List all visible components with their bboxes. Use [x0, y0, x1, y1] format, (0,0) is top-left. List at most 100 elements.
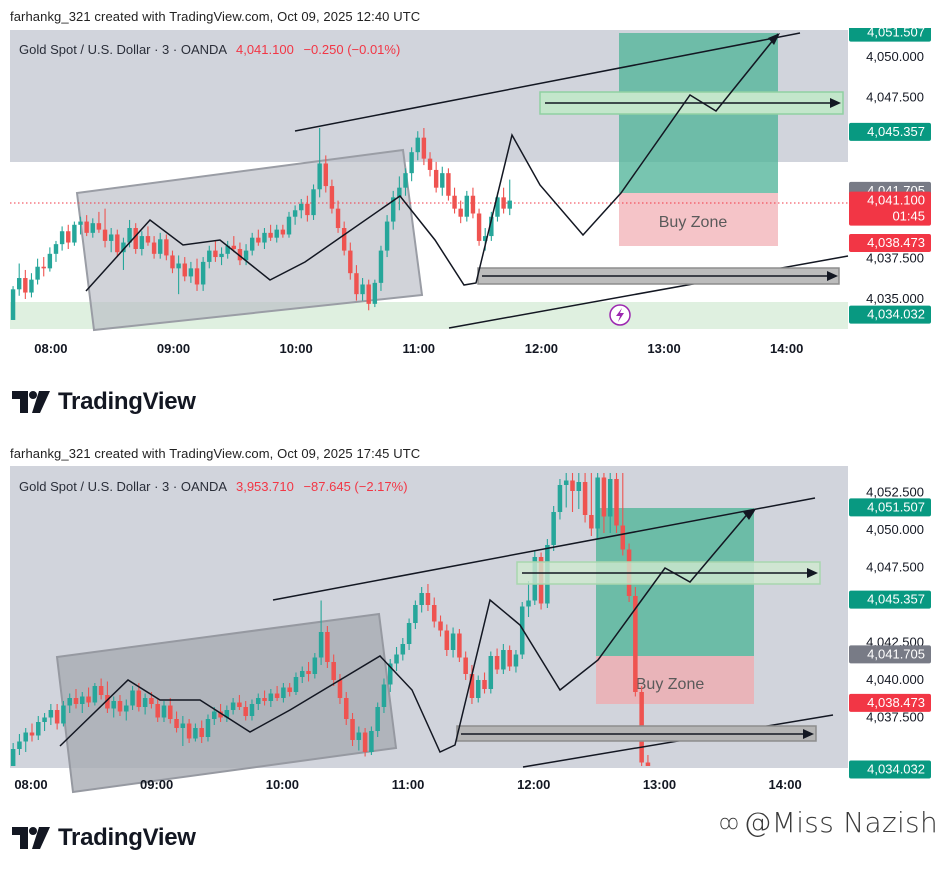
candle: [67, 693, 72, 713]
candlestick-chart[interactable]: Buy Zone Gold Spot / U.S. Dollar · 3 · O…: [0, 466, 948, 806]
candle: [29, 273, 34, 298]
tradingview-brand[interactable]: TradingView: [12, 824, 196, 852]
candle: [280, 224, 286, 238]
svg-text:4,051.507: 4,051.507: [867, 499, 925, 514]
candle: [199, 720, 204, 743]
candle: [464, 190, 470, 222]
candle: [200, 257, 206, 291]
candle: [130, 686, 135, 710]
candle: [188, 261, 194, 283]
candle: [230, 698, 236, 715]
candle: [205, 714, 211, 742]
candle: [607, 473, 613, 533]
candle: [403, 168, 408, 196]
candle: [268, 224, 273, 241]
price-axis[interactable]: 4,050.000 4,047.500 4,037.500 4,035.000: [866, 49, 924, 306]
time-tick: 13:00: [647, 341, 680, 356]
candle: [415, 131, 420, 161]
candle: [42, 713, 47, 731]
candle: [176, 255, 181, 295]
candle: [53, 240, 59, 262]
candle: [98, 678, 104, 700]
candle: [48, 704, 54, 725]
candle: [311, 184, 316, 220]
candle: [369, 726, 374, 755]
candle: [433, 161, 439, 193]
candle: [458, 200, 463, 224]
price-label-green: 4,034.032: [849, 760, 931, 779]
price-tick: 4,047.500: [866, 560, 924, 575]
price-tick: 4,040.000: [866, 672, 924, 687]
svg-text:01:45: 01:45: [892, 209, 925, 224]
time-tick: 11:00: [392, 777, 425, 792]
candle: [356, 726, 362, 751]
watermark-text: @Miss Nazish: [743, 806, 938, 839]
time-axis[interactable]: 08:00 09:00 10:00 11:00 12:00 13:00 14:00: [14, 777, 801, 792]
price-tick: 4,037.500: [866, 251, 924, 266]
candle: [73, 689, 79, 709]
candle: [255, 693, 261, 710]
candle: [397, 176, 402, 211]
price-tick: 4,035.000: [866, 291, 924, 306]
arrow-head-icon: [803, 729, 814, 739]
candle: [237, 242, 243, 266]
candle: [299, 198, 304, 219]
candle: [111, 696, 116, 718]
chart-caption: farhankg_321 created with TradingView.co…: [10, 9, 421, 24]
watermark: ꝏ @Miss Nazish: [719, 806, 938, 839]
chart-panel-2: farhankg_321 created with TradingView.co…: [0, 436, 948, 873]
candle: [305, 195, 310, 222]
candle: [274, 686, 280, 701]
candle: [387, 659, 393, 692]
candle: [570, 473, 575, 512]
candle: [614, 473, 619, 533]
candle: [124, 699, 129, 721]
svg-text:Gold Spot / U.S. Dollar · 3 ·: Gold Spot / U.S. Dollar · 3 · OANDA 4,04…: [19, 42, 400, 57]
candle: [306, 662, 311, 682]
candle: [323, 155, 328, 193]
stop-box: [596, 656, 754, 704]
candle: [155, 699, 160, 722]
candle: [489, 211, 494, 241]
candle: [287, 683, 292, 697]
candle: [54, 704, 60, 730]
svg-text:4,041.705: 4,041.705: [867, 646, 925, 661]
candle: [513, 650, 519, 673]
tradingview-brand[interactable]: TradingView: [12, 388, 196, 416]
candlestick-chart[interactable]: Buy Zone Gold Spot / U.S. Dollar · 3 · O…: [0, 28, 948, 368]
candle: [318, 600, 324, 665]
channel-upper-line: [272, 497, 816, 601]
candle: [117, 695, 123, 716]
candle: [400, 638, 406, 661]
candle: [325, 626, 330, 668]
candle: [72, 221, 77, 246]
candle: [444, 624, 450, 656]
candle: [312, 653, 318, 679]
time-tick: 14:00: [769, 777, 802, 792]
lightning-icon[interactable]: [609, 304, 631, 326]
candle: [457, 629, 462, 662]
candle: [170, 250, 175, 274]
candle: [446, 168, 451, 201]
projection-path: [59, 510, 751, 754]
candle: [557, 479, 563, 520]
candle: [23, 728, 28, 752]
candle: [440, 166, 445, 196]
candle: [633, 587, 638, 697]
candle: [164, 234, 169, 261]
candle: [193, 723, 198, 742]
buy-zone-label: Buy Zone: [659, 214, 728, 231]
tradingview-logo-icon: [12, 827, 50, 849]
candle: [59, 226, 65, 251]
candle: [384, 215, 390, 258]
candle: [507, 645, 512, 671]
candle: [601, 473, 607, 533]
time-axis[interactable]: 08:00 09:00 10:00 11:00 12:00 13:00 14:00: [34, 341, 803, 356]
candle: [139, 231, 145, 256]
candle: [469, 665, 475, 704]
candle: [348, 242, 353, 280]
candle: [470, 187, 476, 219]
arrow-head-icon: [743, 509, 756, 520]
candle: [262, 228, 267, 249]
